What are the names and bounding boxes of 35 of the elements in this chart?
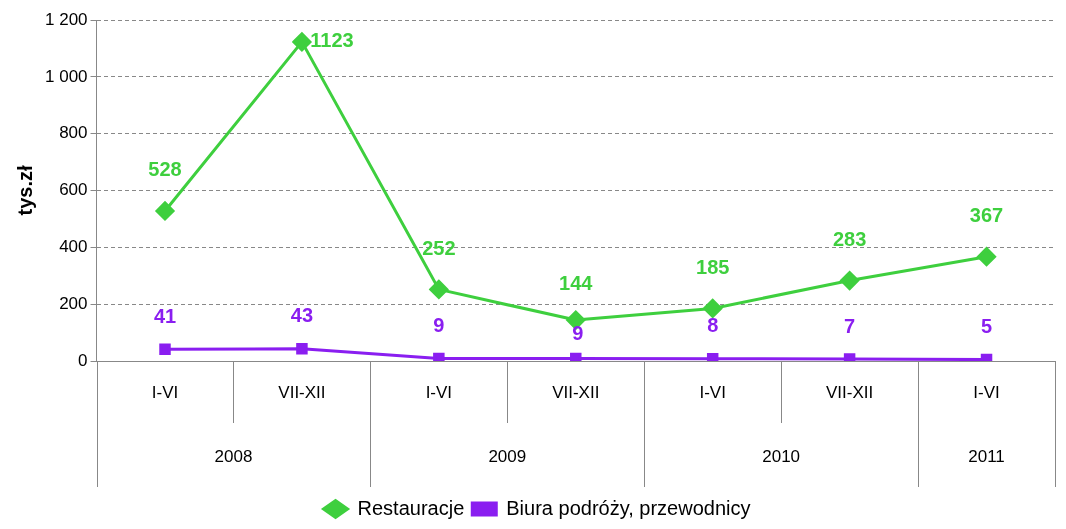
x-tick-label: VII-XII	[278, 382, 326, 402]
data-label: 8	[707, 314, 719, 337]
x-tick-label: VII-XII	[826, 382, 874, 402]
y-tick-label: 800	[59, 123, 88, 143]
y-tick-label: 0	[78, 350, 88, 370]
y-tick-label: 600	[59, 180, 88, 200]
y-axis-title: tys.zł	[13, 165, 36, 216]
y-tick-label: 1 200	[44, 9, 88, 29]
data-label: 9	[433, 313, 445, 336]
text: 2009	[488, 446, 527, 466]
x-tick-label: I-VI	[151, 382, 179, 402]
data-label: 41	[153, 304, 177, 327]
data-label: 5	[980, 315, 993, 338]
data-label: 43	[290, 304, 314, 327]
y-tick-label: 1 000	[44, 66, 88, 86]
data-label: 252	[422, 236, 456, 259]
text: 2011	[968, 446, 1005, 466]
text: 2010	[762, 446, 801, 466]
data-label: 185	[696, 255, 730, 278]
y-tick-label: 400	[59, 237, 88, 257]
data-label: 528	[148, 158, 182, 181]
x-tick-label: VII-XII	[552, 382, 600, 402]
x-tick-label: I-VI	[425, 382, 453, 402]
data-label: 7	[844, 314, 856, 337]
text: 2008	[214, 446, 253, 466]
data-label: 367	[969, 204, 1004, 227]
data-label: 1123	[310, 29, 354, 52]
legend-label: Biura podróży, przewodnicy	[506, 496, 751, 519]
x-tick-label: I-VI	[699, 382, 726, 402]
legend-label: Restauracje	[357, 496, 465, 519]
data-label: 9	[572, 321, 584, 344]
y-tick-label: 200	[59, 293, 88, 313]
data-label: 283	[832, 228, 867, 251]
x-tick-label: I-VI	[973, 382, 1000, 402]
data-label: 144	[559, 271, 594, 294]
